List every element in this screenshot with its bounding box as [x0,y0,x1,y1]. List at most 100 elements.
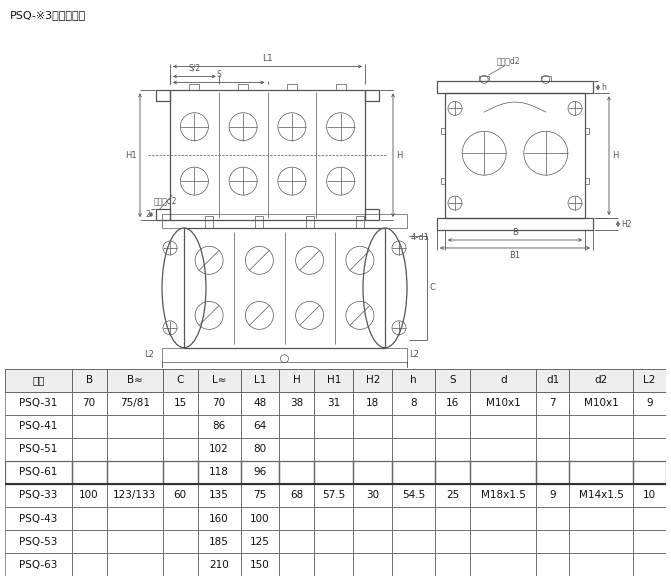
Text: H1: H1 [125,151,136,160]
Bar [198,369,240,392]
Bar [354,392,393,415]
Bar [585,128,589,134]
Bar [470,369,536,392]
Text: PSQ-41: PSQ-41 [19,422,58,431]
Text: M10x1: M10x1 [584,398,619,408]
Text: d1: d1 [546,375,560,386]
Bar [162,392,198,415]
Bar [240,369,279,392]
Text: M10x1: M10x1 [486,398,521,408]
Bar [198,461,240,484]
Bar [72,461,107,484]
Bar [569,392,633,415]
Text: S: S [216,70,221,79]
Bar [633,415,666,438]
Bar [569,369,633,392]
Text: H2: H2 [621,219,632,229]
Bar [240,369,279,392]
Text: d2: d2 [595,375,608,386]
Text: 125: 125 [250,537,270,547]
Bar [365,90,379,101]
Text: 出油口d2: 出油口d2 [154,196,178,205]
Bar [205,216,213,228]
Text: 18: 18 [366,398,380,408]
Bar [354,438,393,461]
Bar [633,507,666,530]
Bar [569,507,633,530]
Bar [240,461,279,484]
Bar [633,369,666,392]
Bar [315,438,354,461]
Bar [72,507,107,530]
Bar [305,216,313,228]
Bar [536,507,569,530]
Bar [240,553,279,576]
Text: H: H [613,151,619,160]
Bar [279,553,315,576]
Text: 64: 64 [254,422,266,431]
Text: 185: 185 [209,537,229,547]
Bar [435,507,470,530]
Bar [162,214,407,228]
Bar [315,484,354,507]
Bar [470,484,536,507]
Bar [240,484,279,507]
Bar [633,369,666,392]
Bar [435,461,470,484]
Text: 75: 75 [254,490,266,500]
Text: 100: 100 [79,490,99,500]
Bar [162,461,198,484]
Text: 54.5: 54.5 [402,490,425,500]
Bar [5,392,72,415]
Bar [240,392,279,415]
Bar [470,392,536,415]
Text: C: C [429,283,435,292]
Text: h: h [601,83,607,92]
Text: d: d [500,375,507,386]
Bar [393,553,435,576]
Bar [536,415,569,438]
Bar [315,415,354,438]
Text: B≈: B≈ [127,375,142,386]
Bar [470,461,536,484]
Bar [536,369,569,392]
Bar [354,461,393,484]
Bar [435,438,470,461]
Bar [315,369,354,392]
Text: PSQ-43: PSQ-43 [19,514,58,523]
Bar [441,128,445,134]
Bar [162,415,198,438]
Bar [633,484,666,507]
Bar [437,82,593,93]
Bar [107,415,162,438]
Bar [107,507,162,530]
Bar [156,209,170,220]
Bar [5,369,72,392]
Bar [5,484,72,507]
Bar [569,553,633,576]
Bar [198,530,240,553]
Bar [633,530,666,553]
Bar [198,484,240,507]
Bar [435,553,470,576]
Bar [72,369,107,392]
Bar [162,484,198,507]
Bar [354,507,393,530]
Bar [435,484,470,507]
Text: PSQ-61: PSQ-61 [19,467,58,478]
Bar [5,507,72,530]
Text: M14x1.5: M14x1.5 [578,490,623,500]
Bar [569,415,633,438]
Bar [354,369,393,392]
Bar [365,209,379,220]
Bar [107,438,162,461]
Bar [162,369,198,392]
Text: 型号: 型号 [32,375,45,386]
Text: 70: 70 [213,398,225,408]
Bar [279,484,315,507]
Bar [393,369,435,392]
Bar [536,461,569,484]
Text: PSQ-33: PSQ-33 [19,490,58,500]
Text: 16: 16 [446,398,460,408]
Bar [72,369,107,392]
